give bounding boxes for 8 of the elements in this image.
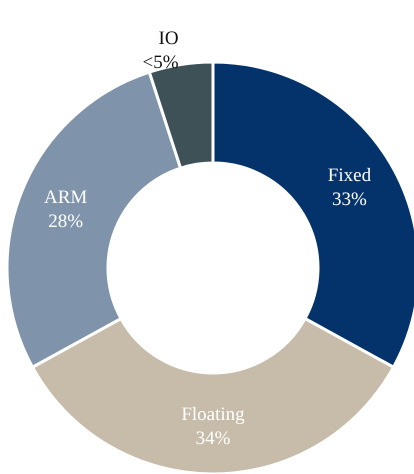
data-label: 33% bbox=[332, 188, 368, 210]
data-label: 34% bbox=[196, 428, 231, 449]
data-label: <5% bbox=[142, 52, 179, 74]
slice-label: Floating bbox=[181, 404, 246, 425]
data-label: 28% bbox=[48, 211, 84, 232]
slice-label: Fixed bbox=[328, 164, 372, 186]
slice-label: ARM bbox=[44, 187, 88, 208]
slice-label: IO bbox=[158, 28, 179, 50]
